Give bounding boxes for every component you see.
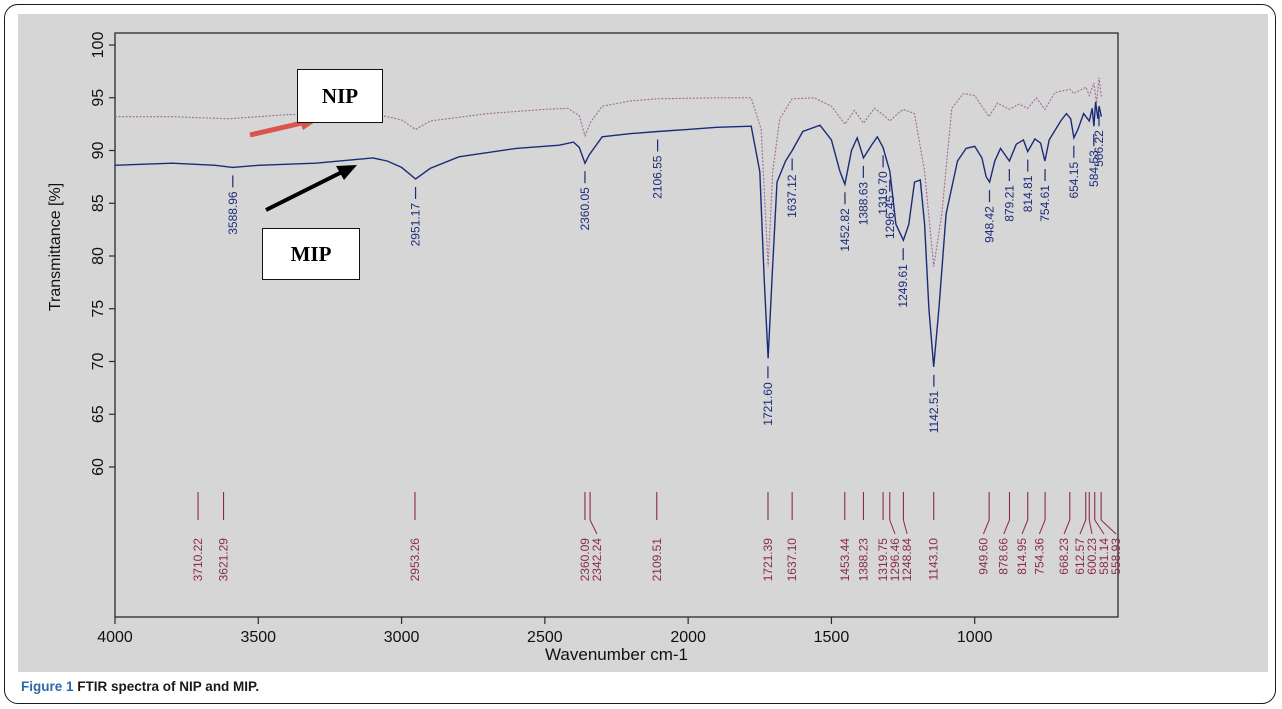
nip-peak-leader xyxy=(1038,519,1046,535)
mip-peak-label: 3588.96 xyxy=(226,191,240,235)
nip-peak-label: 1637.10 xyxy=(785,538,799,582)
y-tick-label: 90 xyxy=(90,142,107,160)
mip-peak-label: 1142.51 xyxy=(927,390,941,433)
mip-peak-label: 584.53 xyxy=(1087,150,1101,187)
mip-peak-label: 2106.55 xyxy=(651,155,665,199)
mip-peak-label: 1296.45 xyxy=(883,195,897,239)
mip-peak-label: 566.22 xyxy=(1092,130,1106,167)
nip-peak-leader xyxy=(1021,519,1029,535)
mip-peak-label: 1249.61 xyxy=(896,264,910,308)
mip-peak-label: 2951.17 xyxy=(409,203,423,247)
nip-peak-label: 3621.29 xyxy=(217,538,231,582)
nip-arrow xyxy=(249,120,303,138)
nip-peak-label: 612.57 xyxy=(1073,538,1087,575)
mip-peak-label: 1319.70 xyxy=(876,171,890,215)
nip-peak-label: 2360.09 xyxy=(578,538,592,582)
x-tick-label: 3000 xyxy=(384,629,420,646)
nip-peak-label: 2953.26 xyxy=(408,538,422,582)
nip-peak-label: 949.60 xyxy=(976,538,990,575)
x-tick-label: 1500 xyxy=(814,629,850,646)
mip-annotation-box: MIP xyxy=(262,228,360,280)
nip-peak-label: 754.36 xyxy=(1032,538,1046,575)
nip-peak-leader xyxy=(589,519,598,535)
mip-peak-label: 814.81 xyxy=(1021,175,1035,212)
nip-peak-leader xyxy=(1094,519,1105,535)
mip-peak-label: 879.21 xyxy=(1002,185,1016,222)
nip-peak-label: 2109.51 xyxy=(650,538,664,582)
nip-peak-label: 878.66 xyxy=(997,538,1011,575)
mip-spectrum-line xyxy=(114,101,1103,367)
nip-peak-label: 3710.22 xyxy=(191,538,205,582)
plot-frame xyxy=(114,32,1119,618)
nip-peak-label: 1721.39 xyxy=(761,538,775,582)
nip-peak-leader xyxy=(1079,519,1087,535)
y-tick-label: 85 xyxy=(90,194,107,212)
y-tick-label: 80 xyxy=(90,247,107,265)
mip-peak-label: 948.42 xyxy=(982,206,996,243)
mip-peak-label: 754.61 xyxy=(1038,185,1052,222)
y-tick-label: 75 xyxy=(90,300,107,318)
nip-peak-label: 1319.75 xyxy=(876,538,890,582)
nip-annotation-box: NIP xyxy=(297,69,383,123)
y-tick-label: 60 xyxy=(90,458,107,476)
nip-peak-leader xyxy=(902,519,908,535)
mip-peak-label: 2360.05 xyxy=(578,187,592,231)
nip-peak-label: 1453.44 xyxy=(838,538,852,582)
caption-label: Figure 1 xyxy=(21,679,74,694)
mip-arrow xyxy=(265,170,343,212)
nip-peak-label: 2342.24 xyxy=(590,538,604,582)
figure-caption: Figure 1 FTIR spectra of NIP and MIP. xyxy=(21,679,259,694)
mip-annotation-label: MIP xyxy=(290,241,332,266)
nip-peak-label: 1388.23 xyxy=(856,538,870,582)
nip-peak-label: 600.23 xyxy=(1085,538,1099,575)
nip-peak-leader xyxy=(1063,519,1071,535)
x-tick-label: 4000 xyxy=(97,629,133,646)
y-tick-label: 65 xyxy=(90,405,107,423)
x-tick-label: 1000 xyxy=(957,629,993,646)
mip-peak-label: 1721.60 xyxy=(761,382,775,426)
nip-peak-label: 814.95 xyxy=(1015,538,1029,575)
x-axis-label: Wavenumber cm-1 xyxy=(545,645,688,664)
nip-peak-leader xyxy=(889,519,896,535)
nip-peak-leader xyxy=(982,519,990,535)
y-tick-label: 70 xyxy=(90,353,107,371)
nip-peak-leader xyxy=(1003,519,1010,535)
nip-peak-leader xyxy=(1100,519,1117,535)
x-tick-label: 3500 xyxy=(240,629,276,646)
mip-arrowhead xyxy=(336,165,357,180)
nip-peak-label: 1296.46 xyxy=(888,538,902,582)
mip-peak-label: 1388.63 xyxy=(856,182,870,226)
y-tick-label: 95 xyxy=(90,89,107,107)
y-axis-label: Transmittance [%] xyxy=(47,183,64,311)
nip-annotation-label: NIP xyxy=(321,83,359,108)
nip-peak-label: 558.93 xyxy=(1109,538,1123,575)
nip-peak-label: 581.14 xyxy=(1097,538,1111,575)
nip-peak-label: 1248.84 xyxy=(900,538,914,582)
mip-peak-label: 654.15 xyxy=(1067,162,1081,199)
y-tick-label: 100 xyxy=(90,32,107,59)
mip-peak-label: 1452.82 xyxy=(838,208,852,252)
mip-peak-label: 1637.12 xyxy=(785,174,799,218)
nip-peak-label: 1143.10 xyxy=(927,538,941,581)
nip-spectrum-line xyxy=(115,77,1102,267)
nip-peak-label: 668.23 xyxy=(1057,538,1071,575)
nip-peak-leader xyxy=(1088,519,1093,535)
caption-text: FTIR spectra of NIP and MIP. xyxy=(77,679,260,694)
x-tick-label: 2500 xyxy=(527,629,563,646)
x-tick-label: 2000 xyxy=(670,629,706,646)
